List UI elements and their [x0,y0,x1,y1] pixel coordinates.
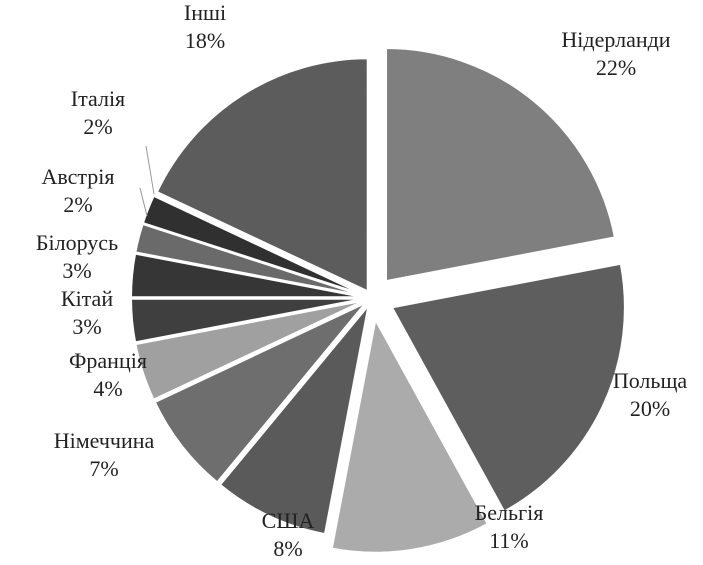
slice-value-нідерланди: 22% [596,55,636,80]
pie-slice-білорусь [130,252,365,299]
slice-label-франція: Франція 4% [69,348,147,401]
slice-value-німеччина: 7% [89,456,118,481]
slices-layer [130,47,626,554]
leader-lines-layer [139,145,155,217]
slice-name-інші: Інші [184,0,226,25]
pie-slice-франція [134,299,365,402]
slice-name-австрія: Австрія [41,164,114,189]
slice-name-бельгія: Бельгія [475,500,544,525]
slice-label-німеччина: Німеччина 7% [54,428,155,481]
slice-name-німеччина: Німеччина [54,428,155,453]
pie-slice-австрія [134,222,365,297]
slice-value-польща: 20% [630,396,670,421]
pie-slice-італія [141,194,365,297]
slice-value-білорусь: 3% [62,258,91,283]
slice-label-австрія: Австрія 2% [41,164,114,217]
leader-line-італія [145,145,155,195]
slice-name-сша: США [262,508,315,533]
slice-value-сша: 8% [273,536,302,561]
slice-name-італія: Італія [71,86,125,111]
slice-value-інші: 18% [185,28,225,53]
slice-value-бельгія: 11% [489,528,529,553]
pie-slice-нідерланди [385,47,617,283]
slice-label-нідерланди: Нідерланди 22% [561,27,670,80]
slice-label-сша: США 8% [262,508,315,561]
pie-slice-сша [218,304,370,536]
pie-slice-кітай [130,297,365,344]
slice-value-франція: 4% [93,376,122,401]
slice-label-італія: Італія 2% [71,86,125,139]
slice-label-бельгія: Бельгія 11% [475,500,544,553]
slice-label-білорусь: Білорусь 3% [36,230,118,283]
slice-name-білорусь: Білорусь [36,230,118,255]
slice-name-польща: Польща [613,368,688,393]
slice-value-кітай: 3% [72,314,101,339]
pie-slice-німеччина [153,301,367,484]
slice-label-інші: Інші 18% [184,0,226,53]
slice-name-франція: Франція [69,348,147,373]
pie-slice-інші [155,57,369,293]
slice-value-італія: 2% [83,114,112,139]
labels-layer: Нідерланди 22% Польща 20% Бельгія 11% США 8% Нім… [36,0,688,561]
slice-value-австрія: 2% [63,192,92,217]
leader-line-австрія [139,187,148,217]
slice-name-кітай: Кітай [61,286,113,311]
slice-name-нідерланди: Нідерланди [561,27,670,52]
slice-label-кітай: Кітай 3% [61,286,113,339]
pie-slice-польща [390,262,626,513]
slice-label-польща: Польща 20% [613,368,688,421]
pie-slice-бельгія [330,316,490,554]
